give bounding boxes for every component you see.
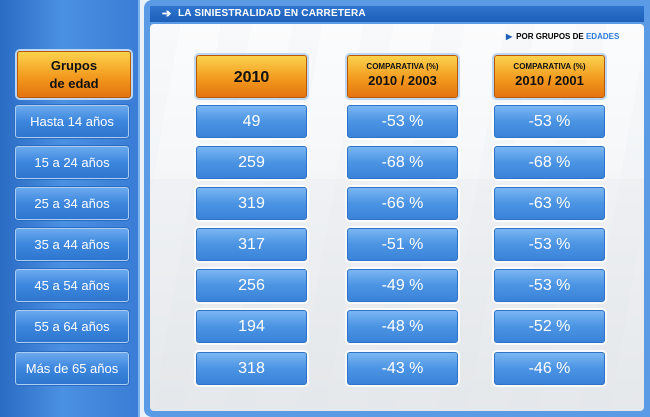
header-age-groups: Grupos de edad (17, 51, 131, 98)
age-group-button[interactable]: 35 a 44 años (15, 228, 129, 261)
comparison-2001-cell: -52 % (494, 310, 605, 343)
header-comparison-2001-caption: COMPARATIVA (%) (513, 62, 586, 71)
header-comparison-2003: COMPARATIVA (%) 2010 / 2003 (347, 55, 458, 98)
value-2010-cell: 259 (196, 146, 307, 179)
subtitle-prefix: POR GRUPOS DE (516, 32, 586, 41)
age-group-button[interactable]: 25 a 34 años (15, 187, 129, 220)
comparison-2001-cell: -68 % (494, 146, 605, 179)
age-group-button[interactable]: 15 a 24 años (15, 146, 129, 179)
comparison-2003-cell: -49 % (347, 269, 458, 302)
header-age-groups-line2: de edad (49, 76, 99, 91)
header-year-2010: 2010 (196, 55, 307, 98)
value-2010-cell: 256 (196, 269, 307, 302)
comparison-2001-cell: -46 % (494, 352, 605, 385)
comparison-2003-cell: -48 % (347, 310, 458, 343)
header-comparison-2001: COMPARATIVA (%) 2010 / 2001 (494, 55, 605, 98)
triangle-right-icon: ▶ (506, 32, 513, 41)
value-2010-cell: 317 (196, 228, 307, 261)
value-2010-cell: 194 (196, 310, 307, 343)
comparison-2003-cell: -68 % (347, 146, 458, 179)
comparison-2001-cell: -53 % (494, 228, 605, 261)
subtitle-accent: EDADES (585, 32, 620, 41)
header-comparison-2003-caption: COMPARATIVA (%) (366, 62, 439, 71)
value-2010-cell: 319 (196, 187, 307, 220)
comparison-2001-cell: -63 % (494, 187, 605, 220)
title-bar: ➔ LA SINIESTRALIDAD EN CARRETERA (150, 6, 644, 22)
age-group-button[interactable]: 55 a 64 años (15, 310, 129, 343)
comparison-2003-cell: -43 % (347, 352, 458, 385)
value-2010-cell: 318 (196, 352, 307, 385)
age-group-button[interactable]: Más de 65 años (15, 352, 129, 385)
comparison-2003-cell: -66 % (347, 187, 458, 220)
age-group-button[interactable]: Hasta 14 años (15, 105, 129, 138)
comparison-2001-cell: -53 % (494, 105, 605, 138)
page-title: LA SINIESTRALIDAD EN CARRETERA (178, 8, 366, 19)
header-comparison-2001-range: 2010 / 2001 (515, 73, 584, 88)
comparison-2003-cell: -51 % (347, 228, 458, 261)
arrow-right-icon: ➔ (162, 8, 172, 20)
age-group-button[interactable]: 45 a 54 años (15, 269, 129, 302)
header-comparison-2003-range: 2010 / 2003 (368, 73, 437, 88)
value-2010-cell: 49 (196, 105, 307, 138)
header-age-groups-line1: Grupos (50, 58, 98, 73)
comparison-2001-cell: -53 % (494, 269, 605, 302)
subtitle: ▶ POR GRUPOS DE EDADES (506, 32, 619, 41)
comparison-2003-cell: -53 % (347, 105, 458, 138)
